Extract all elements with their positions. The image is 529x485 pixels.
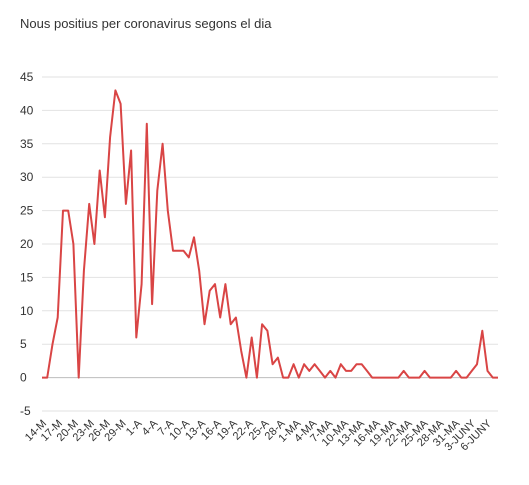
series-layer <box>42 89 498 379</box>
x-axis-ticks: 14-M17-M20-M23-M26-M29-M1-A4-A7-A10-A13-… <box>23 417 495 453</box>
grid-layer <box>42 76 498 412</box>
y-tick-label: 0 <box>20 371 27 385</box>
y-tick-label: 15 <box>20 270 34 284</box>
y-tick-label: 5 <box>20 337 27 351</box>
y-tick-label: 45 <box>20 70 34 84</box>
y-tick-label: -5 <box>20 404 31 418</box>
y-tick-label: 35 <box>20 137 34 151</box>
y-tick-label: 20 <box>20 237 34 251</box>
y-tick-label: 25 <box>20 204 34 218</box>
y-tick-label: 40 <box>20 103 34 117</box>
y-tick-label: 10 <box>20 304 34 318</box>
chart-title: Nous positius per coronavirus segons el … <box>20 16 272 31</box>
y-tick-label: 30 <box>20 170 34 184</box>
series-line <box>42 89 498 379</box>
y-axis-ticks: -5 0 5 10 15 20 25 30 35 40 45 <box>20 70 34 418</box>
